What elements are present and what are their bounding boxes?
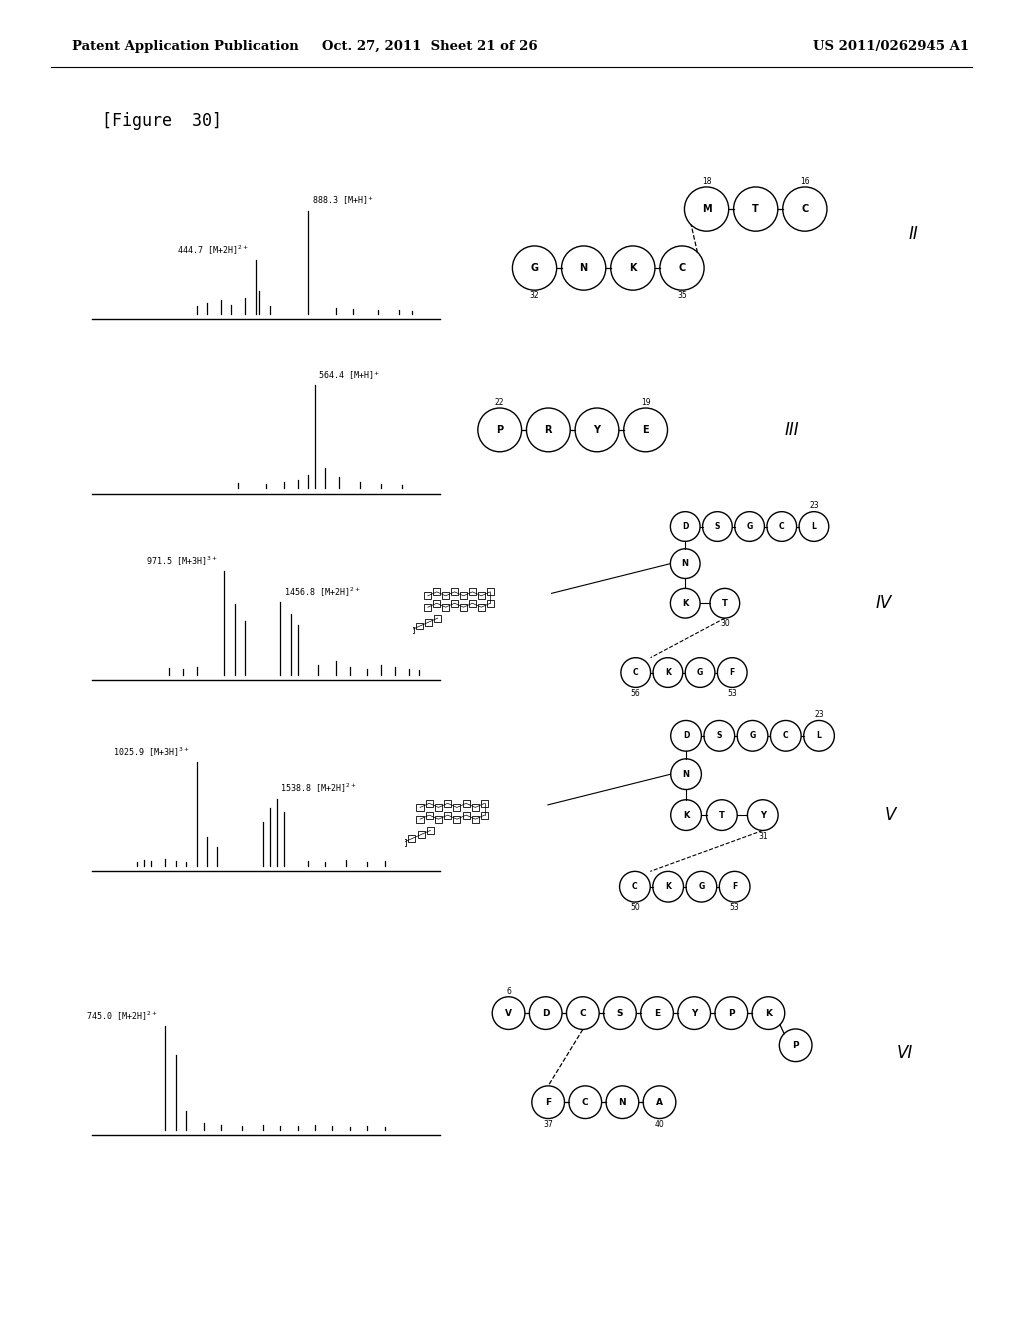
Text: Patent Application Publication: Patent Application Publication xyxy=(72,40,298,53)
Text: D: D xyxy=(682,521,688,531)
Text: R: R xyxy=(545,425,552,434)
Text: A: A xyxy=(656,1098,663,1106)
Text: F: F xyxy=(730,668,735,677)
Text: 18: 18 xyxy=(701,177,712,186)
Text: G: G xyxy=(697,668,703,677)
Text: II: II xyxy=(908,224,918,243)
Text: US 2011/0262945 A1: US 2011/0262945 A1 xyxy=(813,40,969,53)
Text: [Figure  30]: [Figure 30] xyxy=(102,112,222,131)
Text: 16: 16 xyxy=(800,177,810,186)
Text: Y: Y xyxy=(594,425,600,434)
Text: 6: 6 xyxy=(506,986,511,995)
Text: VI: VI xyxy=(896,1044,912,1061)
Text: 56: 56 xyxy=(631,689,641,698)
Text: P: P xyxy=(728,1008,734,1018)
Text: 50: 50 xyxy=(630,903,640,912)
Text: C: C xyxy=(632,882,638,891)
Text: S: S xyxy=(717,731,722,741)
Text: M: M xyxy=(701,205,712,214)
Text: T: T xyxy=(753,205,759,214)
Text: D: D xyxy=(542,1008,550,1018)
Text: K: K xyxy=(765,1008,772,1018)
Text: G: G xyxy=(698,882,705,891)
Text: K: K xyxy=(629,263,637,273)
Text: V: V xyxy=(505,1008,512,1018)
Text: 32: 32 xyxy=(529,292,540,301)
Text: N: N xyxy=(580,263,588,273)
Text: F: F xyxy=(732,882,737,891)
Text: IV: IV xyxy=(876,594,891,612)
Text: C: C xyxy=(779,521,784,531)
Text: 888.3 [M+H]$^{+}$: 888.3 [M+H]$^{+}$ xyxy=(311,195,374,207)
Text: N: N xyxy=(618,1098,627,1106)
Text: K: K xyxy=(683,810,689,820)
Text: G: G xyxy=(530,263,539,273)
Text: 971.5 [M+3H]$^{3+}$: 971.5 [M+3H]$^{3+}$ xyxy=(145,554,217,568)
Text: 23: 23 xyxy=(809,502,819,511)
Text: C: C xyxy=(783,731,788,741)
Text: L: L xyxy=(816,731,821,741)
Text: 1456.8 [M+2H]$^{2+}$: 1456.8 [M+2H]$^{2+}$ xyxy=(284,586,360,599)
Text: 1538.8 [M+2H]$^{2+}$: 1538.8 [M+2H]$^{2+}$ xyxy=(281,783,357,796)
Text: Y: Y xyxy=(691,1008,697,1018)
Text: 19: 19 xyxy=(641,397,650,407)
Text: K: K xyxy=(665,668,671,677)
Text: T: T xyxy=(722,599,728,607)
Text: C: C xyxy=(582,1098,589,1106)
Text: III: III xyxy=(784,421,799,440)
Text: G: G xyxy=(746,521,753,531)
Text: 1025.9 [M+3H]$^{3+}$: 1025.9 [M+3H]$^{3+}$ xyxy=(113,746,189,759)
Text: P: P xyxy=(497,425,503,434)
Text: D: D xyxy=(683,731,689,741)
Text: E: E xyxy=(642,425,649,434)
Text: 444.7 [M+2H]$^{2+}$: 444.7 [M+2H]$^{2+}$ xyxy=(177,244,249,257)
Text: K: K xyxy=(666,882,671,891)
Text: C: C xyxy=(580,1008,586,1018)
Text: Y: Y xyxy=(760,810,766,820)
Text: 40: 40 xyxy=(654,1119,665,1129)
Text: K: K xyxy=(682,599,688,607)
Text: N: N xyxy=(683,770,689,779)
Text: S: S xyxy=(616,1008,624,1018)
Text: 53: 53 xyxy=(727,689,737,698)
Text: E: E xyxy=(654,1008,660,1018)
Text: V: V xyxy=(885,807,896,824)
Text: G: G xyxy=(750,731,756,741)
Text: C: C xyxy=(633,668,639,677)
Text: N: N xyxy=(682,560,689,568)
Text: L: L xyxy=(811,521,816,531)
Text: T: T xyxy=(719,810,725,820)
Text: 745.0 [M+2H]$^{2+}$: 745.0 [M+2H]$^{2+}$ xyxy=(86,1010,159,1023)
Text: 37: 37 xyxy=(544,1119,553,1129)
Text: 564.4 [M+H]$^{+}$: 564.4 [M+H]$^{+}$ xyxy=(318,370,381,381)
Text: 23: 23 xyxy=(814,710,824,719)
Text: 53: 53 xyxy=(730,903,739,912)
Text: P: P xyxy=(793,1040,799,1049)
Text: C: C xyxy=(801,205,809,214)
Text: F: F xyxy=(545,1098,551,1106)
Text: S: S xyxy=(715,521,720,531)
Text: 31: 31 xyxy=(758,832,768,841)
Text: C: C xyxy=(678,263,686,273)
Text: 22: 22 xyxy=(495,397,505,407)
Text: 35: 35 xyxy=(677,292,687,301)
Text: Oct. 27, 2011  Sheet 21 of 26: Oct. 27, 2011 Sheet 21 of 26 xyxy=(323,40,538,53)
Text: 30: 30 xyxy=(720,619,730,628)
